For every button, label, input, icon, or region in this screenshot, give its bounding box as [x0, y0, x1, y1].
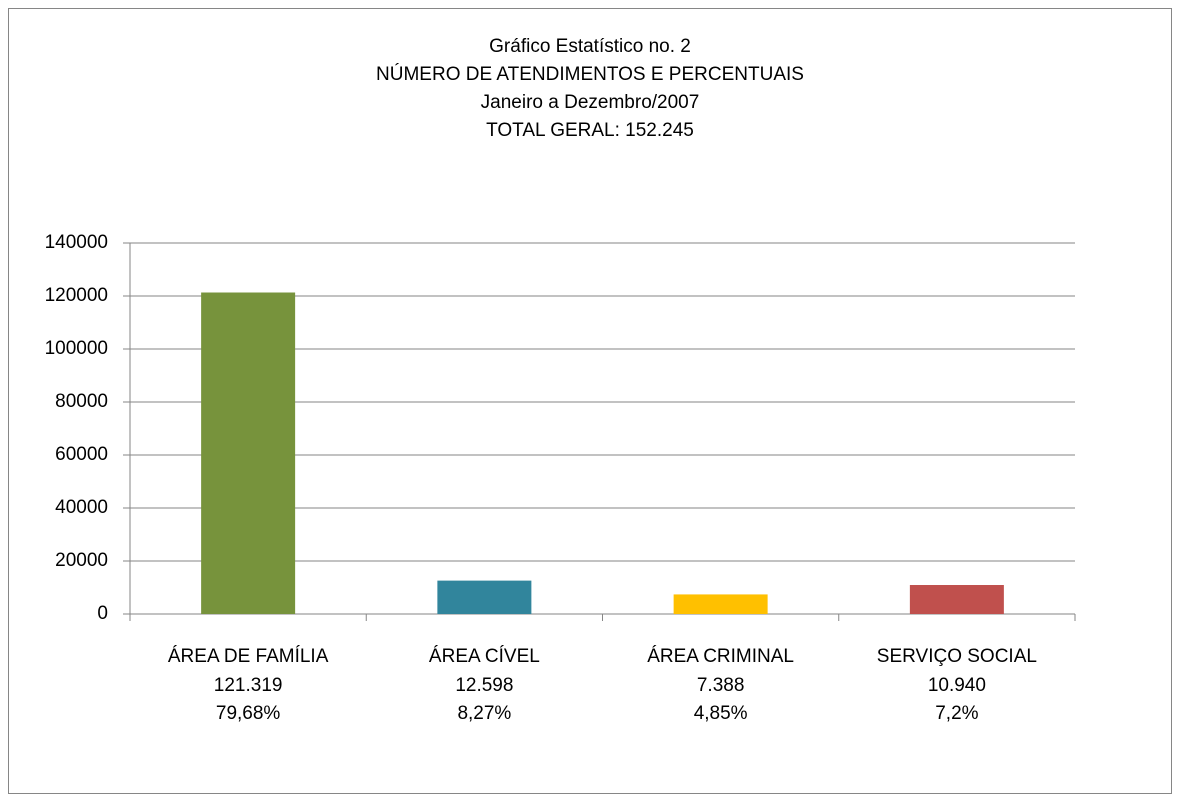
value-label: 121.319	[214, 675, 283, 696]
y-tick-label: 0	[97, 603, 108, 624]
bar	[437, 580, 532, 614]
bar	[909, 585, 1004, 614]
percent-label: 79,68%	[216, 703, 281, 724]
x-tick-label: ÁREA CÍVEL	[429, 646, 540, 667]
y-tick-label: 120000	[45, 285, 108, 306]
chart-title: TOTAL GERAL: 152.245	[486, 120, 694, 141]
x-tick-label: ÁREA CRIMINAL	[647, 646, 794, 667]
value-label: 12.598	[455, 675, 513, 696]
y-tick-label: 20000	[55, 550, 108, 571]
chart-title: Janeiro a Dezembro/2007	[481, 92, 700, 113]
x-tick-label: SERVIÇO SOCIAL	[877, 646, 1037, 667]
y-tick-label: 100000	[45, 338, 108, 359]
y-tick-label: 140000	[45, 232, 108, 253]
chart-title: NÚMERO DE ATENDIMENTOS E PERCENTUAIS	[376, 63, 804, 85]
value-label: 10.940	[928, 675, 986, 696]
value-label: 7.388	[697, 675, 745, 696]
percent-label: 4,85%	[694, 703, 748, 724]
y-tick-label: 60000	[55, 444, 108, 465]
percent-label: 8,27%	[457, 703, 511, 724]
bar	[201, 292, 296, 614]
bar	[673, 594, 768, 614]
percent-label: 7,2%	[935, 703, 978, 724]
y-tick-label: 80000	[55, 391, 108, 412]
x-tick-label: ÁREA DE FAMÍLIA	[168, 646, 329, 667]
y-tick-label: 40000	[55, 497, 108, 518]
chart-title: Gráfico Estatístico no. 2	[489, 36, 691, 57]
